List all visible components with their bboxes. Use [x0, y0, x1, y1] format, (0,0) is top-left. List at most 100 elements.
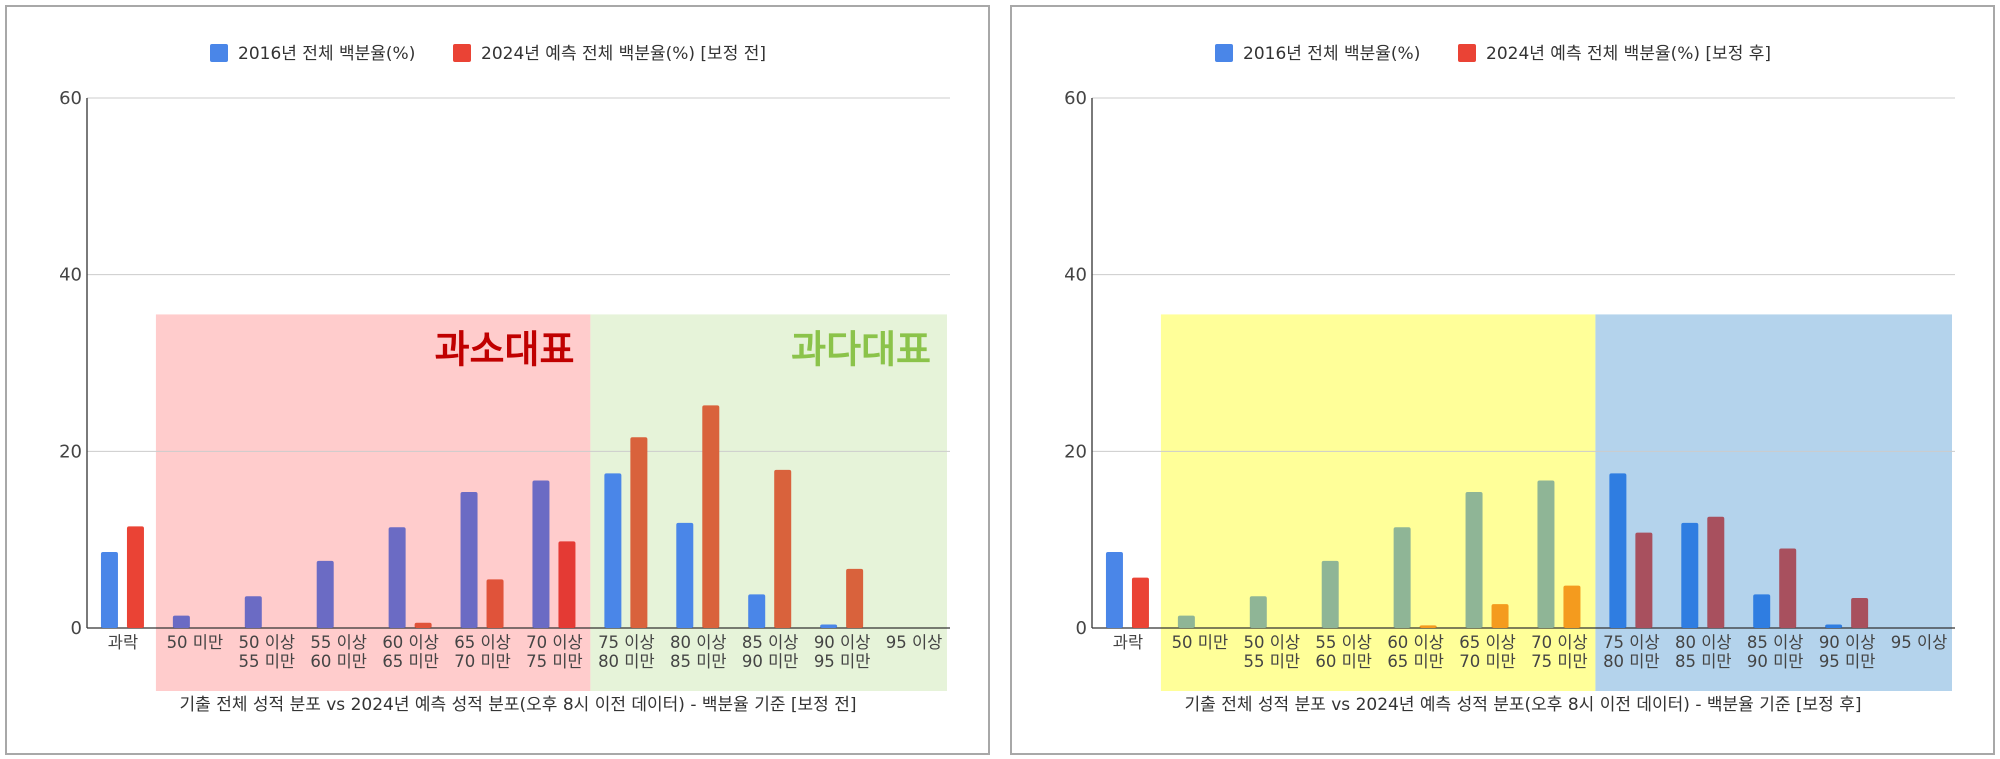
- bar-series2: [702, 405, 720, 628]
- x-tick-label: 95 미만: [1819, 652, 1876, 671]
- x-tick-label: 55 이상: [1315, 633, 1372, 652]
- bar-series1: [676, 522, 694, 628]
- bar-series1: [388, 527, 406, 628]
- y-tick-label: 40: [59, 265, 82, 286]
- x-tick-label: 50 미만: [167, 633, 224, 652]
- x-tick-label: 80 이상: [1675, 633, 1732, 652]
- chart-title: 기출 전체 성적 분포 vs 2024년 예측 성적 분포(오후 8시 이전 데…: [180, 695, 857, 715]
- x-tick-label: 70 이상: [526, 633, 583, 652]
- x-tick-label: 60 미만: [310, 652, 367, 671]
- bar-series1: [1177, 615, 1195, 628]
- bar-series1: [532, 480, 550, 628]
- bar-series2: [486, 579, 504, 628]
- x-tick-label: 50 이상: [238, 633, 295, 652]
- x-tick-label: 60 이상: [1387, 633, 1444, 652]
- bar-series2: [1707, 516, 1725, 628]
- y-tick-label: 40: [1064, 265, 1087, 286]
- x-tick-label: 70 미만: [454, 652, 511, 671]
- x-tick-label: 65 이상: [1459, 633, 1516, 652]
- bar-series1: [1609, 473, 1627, 628]
- y-tick-label: 0: [71, 618, 82, 639]
- bar-series1: [748, 594, 766, 628]
- x-tick-label: 85 미만: [670, 652, 727, 671]
- x-tick-label: 80 미만: [598, 652, 655, 671]
- bar-series1: [100, 552, 118, 628]
- x-tick-label: 65 미만: [382, 652, 439, 671]
- x-tick-label: 70 이상: [1531, 633, 1588, 652]
- bar-series2: [558, 541, 576, 628]
- bar-series2: [1851, 597, 1869, 628]
- x-tick-label: 90 이상: [1819, 633, 1876, 652]
- x-tick-label: 70 미만: [1459, 652, 1516, 671]
- x-tick-label: 85 이상: [742, 633, 799, 652]
- x-tick-label: 55 미만: [1243, 652, 1300, 671]
- x-tick-label: 90 미만: [742, 652, 799, 671]
- legend-label: 2024년 예측 전체 백분율(%) [보정 후]: [1486, 44, 1771, 64]
- bar-series1: [1537, 480, 1555, 628]
- x-tick-label: 75 미만: [526, 652, 583, 671]
- bar-series2: [126, 526, 144, 628]
- bar-series1: [1681, 522, 1699, 628]
- bar-series1: [172, 615, 190, 628]
- region-label: 과소대표: [435, 327, 575, 371]
- bar-series1: [460, 491, 478, 628]
- x-tick-label: 과락: [1113, 633, 1143, 652]
- x-tick-label: 55 이상: [310, 633, 367, 652]
- bar-series2: [1779, 548, 1797, 628]
- x-tick-label: 75 이상: [598, 633, 655, 652]
- bar-series2: [1563, 585, 1581, 628]
- bar-series1: [244, 596, 262, 628]
- x-tick-label: 85 이상: [1747, 633, 1804, 652]
- y-tick-label: 20: [1064, 441, 1087, 462]
- x-tick-label: 90 미만: [1747, 652, 1804, 671]
- bar-series1: [604, 473, 622, 628]
- y-tick-label: 60: [59, 88, 82, 109]
- bar-series2: [1491, 604, 1509, 628]
- x-tick-label: 95 이상: [1891, 633, 1948, 652]
- bar-series2: [1131, 577, 1149, 628]
- x-tick-label: 50 미만: [1172, 633, 1229, 652]
- bar-series1: [316, 560, 334, 628]
- chart-title: 기출 전체 성적 분포 vs 2024년 예측 성적 분포(오후 8시 이전 데…: [1185, 695, 1862, 715]
- bar-series2: [414, 622, 432, 628]
- bar-series1: [1321, 560, 1339, 628]
- legend-swatch: [1458, 44, 1476, 62]
- bar-series2: [846, 568, 864, 628]
- region-label: 과다대표: [791, 327, 931, 371]
- x-tick-label: 95 이상: [886, 633, 943, 652]
- x-tick-label: 60 미만: [1315, 652, 1372, 671]
- x-tick-label: 65 미만: [1387, 652, 1444, 671]
- bar-series1: [1825, 624, 1843, 628]
- bar-series1: [1105, 552, 1123, 628]
- bar-series1: [1465, 491, 1483, 628]
- y-tick-label: 0: [1076, 618, 1087, 639]
- bar-series1: [1753, 594, 1771, 628]
- y-tick-label: 20: [59, 441, 82, 462]
- legend-label: 2016년 전체 백분율(%): [238, 44, 415, 64]
- bar-series2: [1635, 532, 1653, 628]
- bar-series1: [1393, 527, 1411, 628]
- x-tick-label: 90 이상: [814, 633, 871, 652]
- x-tick-label: 75 미만: [1531, 652, 1588, 671]
- x-tick-label: 80 미만: [1603, 652, 1660, 671]
- legend-label: 2024년 예측 전체 백분율(%) [보정 전]: [481, 44, 766, 64]
- x-tick-label: 50 이상: [1243, 633, 1300, 652]
- legend-swatch: [453, 44, 471, 62]
- y-tick-label: 60: [1064, 88, 1087, 109]
- chart-panel-after: 0 20 40 60 과락 50 미만 50 이상 55 미만 55 이상 60 미만 60 이상 6…: [1010, 5, 1995, 755]
- bar-series2: [630, 437, 648, 628]
- legend-swatch: [1215, 44, 1233, 62]
- bar-series1: [1249, 596, 1267, 628]
- x-tick-label: 95 미만: [814, 652, 871, 671]
- x-tick-label: 55 미만: [238, 652, 295, 671]
- x-tick-label: 80 이상: [670, 633, 727, 652]
- legend-swatch: [210, 44, 228, 62]
- x-tick-label: 60 이상: [382, 633, 439, 652]
- bar-series2: [774, 469, 792, 628]
- bar-series2: [1419, 625, 1437, 628]
- x-tick-label: 과락: [108, 633, 138, 652]
- x-tick-label: 85 미만: [1675, 652, 1732, 671]
- x-tick-label: 75 이상: [1603, 633, 1660, 652]
